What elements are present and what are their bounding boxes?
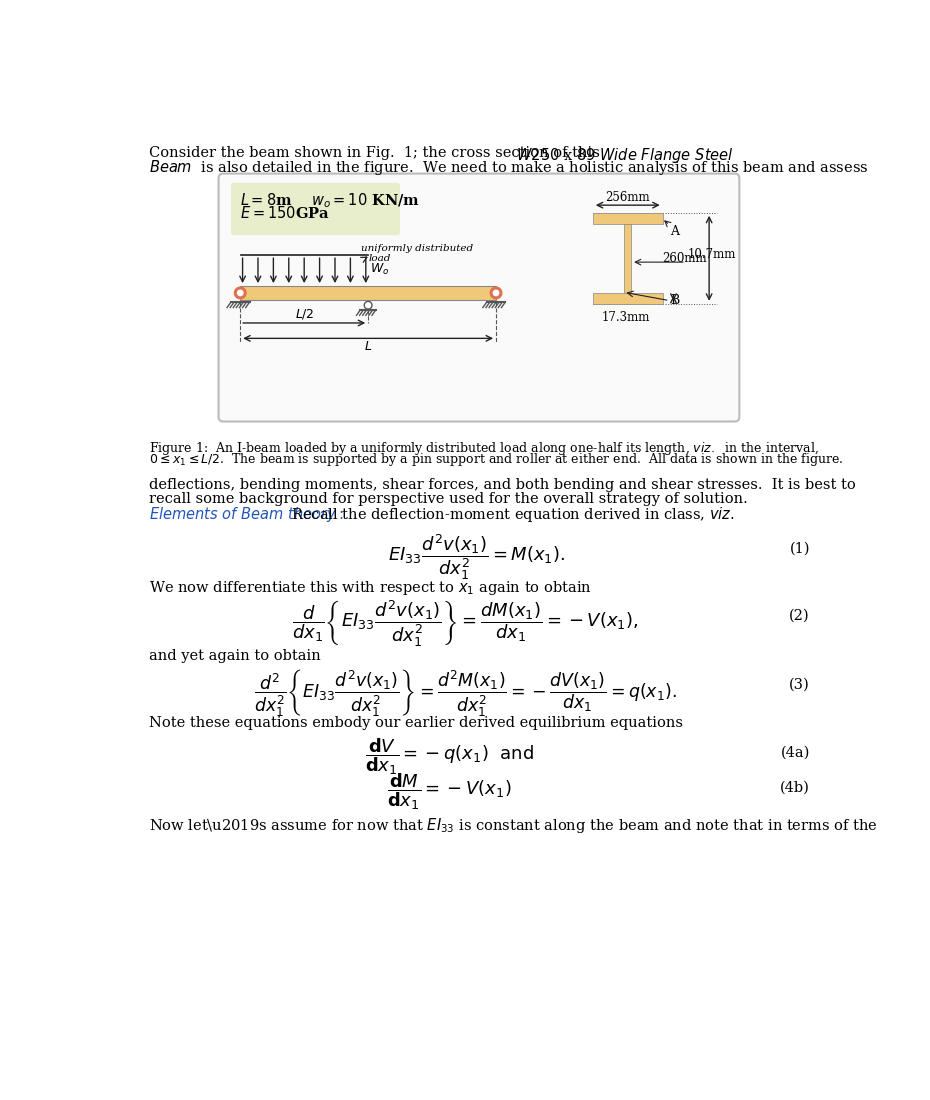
Text: A: A — [671, 226, 680, 239]
Circle shape — [234, 287, 246, 299]
FancyBboxPatch shape — [231, 183, 400, 235]
Text: and yet again to obtain: and yet again to obtain — [149, 649, 321, 663]
Text: $\dfrac{d^2}{dx_1^2}\left\{EI_{33}\dfrac{d^2v(x_1)}{dx_1^2}\right\} = \dfrac{d^2: $\dfrac{d^2}{dx_1^2}\left\{EI_{33}\dfrac… — [254, 667, 676, 718]
Text: $EI_{33}\dfrac{d^2v(x_1)}{dx_1^2} = M(x_1).$: $EI_{33}\dfrac{d^2v(x_1)}{dx_1^2} = M(x_… — [388, 532, 565, 582]
Text: $L$: $L$ — [364, 340, 372, 353]
Text: $\it{Beam}$  is also detailed in the figure.  We need to make a holistic analysi: $\it{Beam}$ is also detailed in the figu… — [149, 158, 869, 177]
Text: B: B — [671, 294, 680, 307]
Circle shape — [493, 290, 498, 296]
Circle shape — [365, 301, 372, 309]
Text: We now differentiate this with respect to $x_1$ again to obtain: We now differentiate this with respect t… — [149, 579, 591, 596]
Bar — [593, 213, 662, 223]
Text: $\dfrac{\mathbf{d}V}{\mathbf{d}x_1} = -q(x_1)\text{  and}$: $\dfrac{\mathbf{d}V}{\mathbf{d}x_1} = -q… — [365, 737, 534, 777]
Text: $L = 8$m    $w_o = 10$ KN/m: $L = 8$m $w_o = 10$ KN/m — [240, 191, 420, 210]
Bar — [624, 223, 631, 293]
Text: Figure 1:  An I-beam loaded by a uniformly distributed load along one-half its l: Figure 1: An I-beam loaded by a uniforml… — [149, 440, 818, 456]
Text: (3): (3) — [790, 678, 810, 692]
Text: 10.7mm: 10.7mm — [687, 248, 736, 261]
Text: (4b): (4b) — [780, 780, 810, 794]
Text: (4a): (4a) — [780, 746, 810, 760]
Text: Note these equations embody our earlier derived equilibrium equations: Note these equations embody our earlier … — [149, 716, 683, 729]
Text: $\it{W250}$ x $\it{89}$ $\it{Wide\ Flange\ Steel}$: $\it{W250}$ x $\it{89}$ $\it{Wide\ Flang… — [149, 146, 734, 165]
Bar — [593, 293, 662, 304]
Bar — [240, 286, 496, 300]
Text: 17.3mm: 17.3mm — [601, 311, 650, 324]
Text: uniformly distributed: uniformly distributed — [361, 244, 473, 253]
Text: $\it{Elements\ of\ Beam\ theory:}$: $\it{Elements\ of\ Beam\ theory:}$ — [149, 506, 343, 525]
Text: (2): (2) — [790, 608, 810, 623]
Text: (1): (1) — [790, 541, 810, 556]
Text: recall some background for perspective used for the overall strategy of solution: recall some background for perspective u… — [149, 492, 748, 506]
Text: $W_o$: $W_o$ — [370, 262, 389, 277]
Text: $L/2$: $L/2$ — [295, 307, 313, 321]
Text: 260mm: 260mm — [662, 252, 707, 265]
FancyBboxPatch shape — [219, 174, 739, 421]
Text: load: load — [368, 254, 391, 263]
Text: Consider the beam shown in Fig.  1; the cross section of this: Consider the beam shown in Fig. 1; the c… — [149, 146, 604, 160]
Text: $\dfrac{d}{dx_1}\left\{EI_{33}\dfrac{d^2v(x_1)}{dx_1^2}\right\} = \dfrac{dM(x_1): $\dfrac{d}{dx_1}\left\{EI_{33}\dfrac{d^2… — [292, 598, 638, 648]
Circle shape — [490, 287, 502, 299]
Circle shape — [237, 290, 243, 296]
Text: 256mm: 256mm — [605, 190, 650, 204]
Text: $E = 150$GPa: $E = 150$GPa — [240, 205, 330, 221]
Text: $0 \leq x_1 \leq L/2$.  The beam is supported by a pin support and roller at eit: $0 \leq x_1 \leq L/2$. The beam is suppo… — [149, 451, 844, 468]
Text: deflections, bending moments, shear forces, and both bending and shear stresses.: deflections, bending moments, shear forc… — [149, 478, 856, 493]
Text: $\dfrac{\mathbf{d}M}{\mathbf{d}x_1} = -V(x_1)$: $\dfrac{\mathbf{d}M}{\mathbf{d}x_1} = -V… — [387, 771, 512, 812]
Text: Now let\u2019s assume for now that $EI_{33}$ is constant along the beam and note: Now let\u2019s assume for now that $EI_{… — [149, 816, 878, 835]
Text: Recall the deflection-moment equation derived in class, $\it{viz.}$: Recall the deflection-moment equation de… — [282, 506, 735, 525]
